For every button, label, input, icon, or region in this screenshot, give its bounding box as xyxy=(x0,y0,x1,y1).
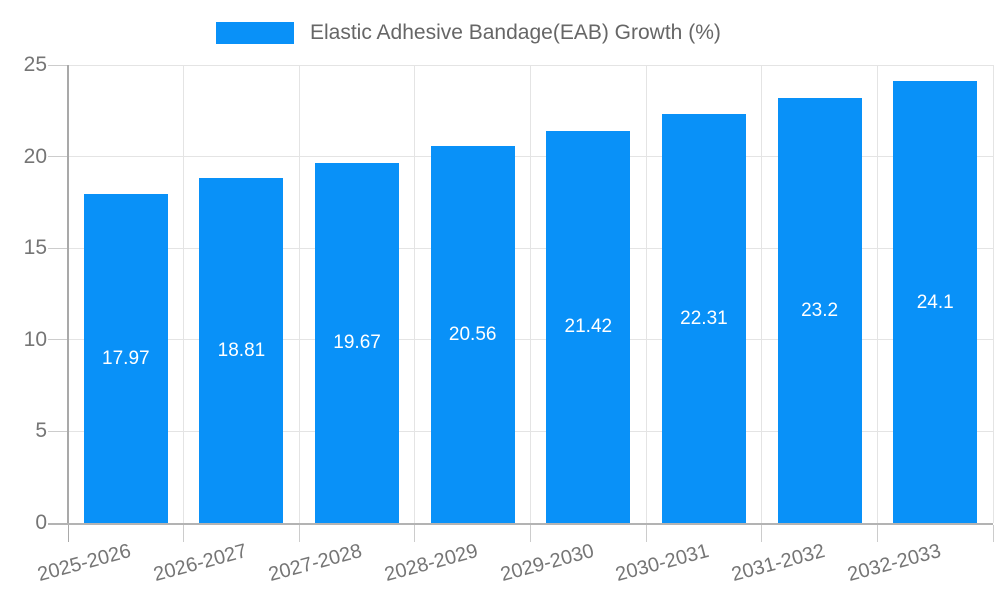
y-axis-tick xyxy=(48,430,68,432)
y-axis-tick xyxy=(48,156,68,158)
x-axis-label: 2026-2027 xyxy=(151,540,250,587)
x-axis-tick xyxy=(761,525,763,542)
x-axis-label: 2031-2032 xyxy=(729,540,828,587)
bar[interactable]: 20.56 xyxy=(430,146,515,523)
gridline-vertical xyxy=(183,65,185,523)
gridline-vertical xyxy=(992,65,994,523)
x-axis-tick xyxy=(67,525,69,542)
x-axis-tick xyxy=(530,525,531,542)
x-axis-label: 2032-2033 xyxy=(844,540,943,587)
x-axis-tick xyxy=(645,525,647,542)
bar-value-label: 17.97 xyxy=(102,347,150,369)
bar-value-label: 19.67 xyxy=(333,332,381,354)
bar-value-label: 24.1 xyxy=(916,291,954,313)
bar[interactable]: 19.67 xyxy=(315,162,400,523)
legend-label: Elastic Adhesive Bandage(EAB) Growth (%) xyxy=(310,21,721,44)
x-axis-tick xyxy=(183,525,185,542)
legend-swatch xyxy=(216,22,294,44)
bar[interactable]: 24.1 xyxy=(893,81,978,523)
y-axis-label: 25 xyxy=(23,53,47,76)
bar[interactable]: 23.2 xyxy=(777,97,862,523)
y-axis-label: 5 xyxy=(35,419,47,443)
x-axis-line xyxy=(48,523,993,525)
x-axis-label: 2025-2026 xyxy=(35,540,134,587)
x-axis-tick xyxy=(992,525,994,542)
gridline-vertical xyxy=(876,65,878,523)
x-axis-tick xyxy=(876,525,878,542)
bar-value-label: 22.31 xyxy=(680,308,728,330)
bar[interactable]: 17.97 xyxy=(83,193,168,523)
gridline-vertical xyxy=(645,65,647,523)
y-axis-label: 10 xyxy=(23,327,47,351)
bar-value-label: 20.56 xyxy=(448,324,497,346)
x-axis-label: 2029-2030 xyxy=(497,540,597,587)
y-axis-line xyxy=(67,65,69,525)
bar-value-label: 23.2 xyxy=(801,299,839,321)
gridline-vertical xyxy=(414,65,416,523)
bar[interactable]: 18.81 xyxy=(199,178,284,523)
bar-value-label: 21.42 xyxy=(564,316,613,338)
y-axis-label: 20 xyxy=(23,144,47,168)
bar-value-label: 18.81 xyxy=(217,340,266,362)
gridline-vertical xyxy=(530,65,531,523)
legend[interactable]: Elastic Adhesive Bandage(EAB) Growth (%) xyxy=(216,22,721,44)
gridline-vertical xyxy=(298,65,300,523)
gridline-vertical xyxy=(761,65,763,523)
x-axis-tick xyxy=(298,525,300,542)
y-axis-tick xyxy=(48,339,68,341)
x-axis-label: 2030-2031 xyxy=(613,540,712,587)
y-axis-tick xyxy=(48,247,68,249)
y-axis-tick xyxy=(48,64,68,66)
y-axis-label: 15 xyxy=(23,236,47,260)
x-axis-label: 2028-2029 xyxy=(382,540,481,587)
x-axis-tick xyxy=(414,525,416,542)
x-axis-label: 2027-2028 xyxy=(266,540,365,587)
bar[interactable]: 21.42 xyxy=(546,130,631,523)
bar[interactable]: 22.31 xyxy=(661,114,746,523)
y-axis-label: 0 xyxy=(35,511,47,534)
